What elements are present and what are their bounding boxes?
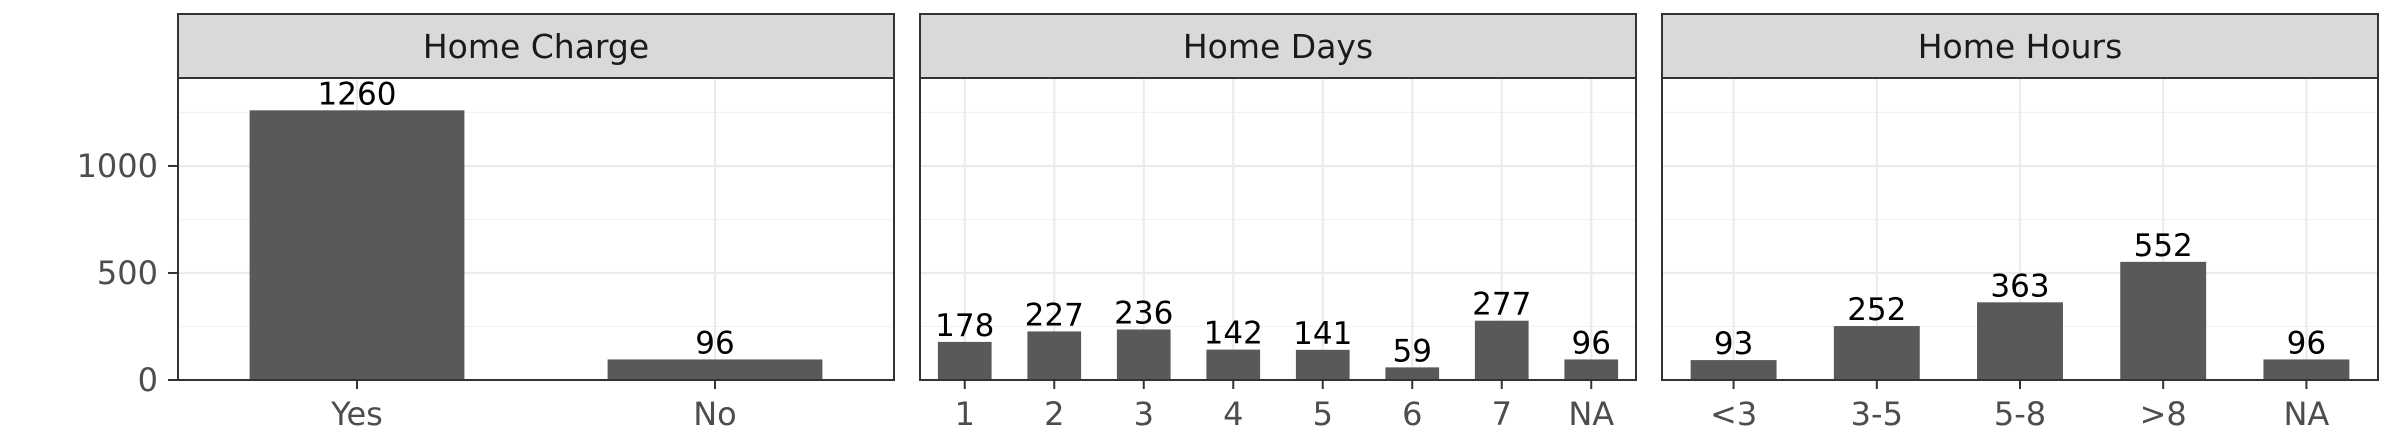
y-tick-label: 500 xyxy=(97,254,158,292)
x-tick-label: Yes xyxy=(330,395,383,433)
x-tick-label: NA xyxy=(2283,395,2329,433)
bar xyxy=(1295,349,1350,380)
bar-value-label: 96 xyxy=(695,325,734,361)
bar xyxy=(1833,326,1920,380)
bar xyxy=(1027,331,1082,380)
bar-value-label: 552 xyxy=(2134,228,2193,264)
bar-value-label: 277 xyxy=(1472,287,1531,323)
bar-value-label: 96 xyxy=(1572,325,1611,361)
x-tick-label: 2 xyxy=(1044,395,1064,433)
facet-title: Home Hours xyxy=(1918,27,2123,66)
facet-strip xyxy=(919,13,1637,79)
facet-strip xyxy=(1661,13,2379,79)
bar xyxy=(1564,359,1619,380)
panel-border xyxy=(177,77,895,381)
bar-value-label: 252 xyxy=(1847,292,1906,328)
y-tick-label: 1000 xyxy=(77,147,158,185)
x-tick-label: 3 xyxy=(1134,395,1154,433)
facet-title: Home Charge xyxy=(423,27,649,66)
x-tick-label: 4 xyxy=(1223,395,1243,433)
bar-value-label: 1260 xyxy=(318,76,397,112)
x-tick-label: 6 xyxy=(1402,395,1422,433)
bar-value-label: 236 xyxy=(1114,295,1173,331)
bar xyxy=(607,359,823,380)
bar xyxy=(1206,349,1261,380)
x-tick-label: <3 xyxy=(1710,395,1757,433)
bar-value-label: 93 xyxy=(1714,326,1753,362)
bar-value-label: 363 xyxy=(1990,268,2049,304)
bar xyxy=(1690,360,1777,380)
x-tick-label: >8 xyxy=(2140,395,2187,433)
bar xyxy=(249,110,465,381)
bar-value-label: 59 xyxy=(1393,333,1432,369)
bar-value-label: 227 xyxy=(1025,297,1084,333)
bar xyxy=(937,341,992,380)
y-tick-label: 0 xyxy=(138,361,158,399)
bar-value-label: 178 xyxy=(935,308,994,344)
x-tick-label: 1 xyxy=(955,395,975,433)
bar xyxy=(2120,261,2207,380)
bar xyxy=(2263,359,2350,380)
x-tick-label: 5 xyxy=(1313,395,1333,433)
facet-strip xyxy=(177,13,895,79)
x-tick-label: 3-5 xyxy=(1851,395,1903,433)
bar xyxy=(1116,329,1171,380)
bar-value-label: 96 xyxy=(2287,325,2326,361)
bar-value-label: 141 xyxy=(1293,316,1352,352)
x-tick-label: 7 xyxy=(1492,395,1512,433)
x-tick-label: No xyxy=(693,395,737,433)
bar xyxy=(1385,367,1440,380)
bar-value-label: 142 xyxy=(1204,316,1263,352)
facet-title: Home Days xyxy=(1183,27,1373,66)
panel-border xyxy=(1661,77,2379,381)
bar xyxy=(1474,320,1529,380)
panel-border xyxy=(919,77,1637,381)
bar xyxy=(1977,302,2063,380)
x-tick-label: NA xyxy=(1568,395,1614,433)
x-tick-label: 5-8 xyxy=(1994,395,2046,433)
